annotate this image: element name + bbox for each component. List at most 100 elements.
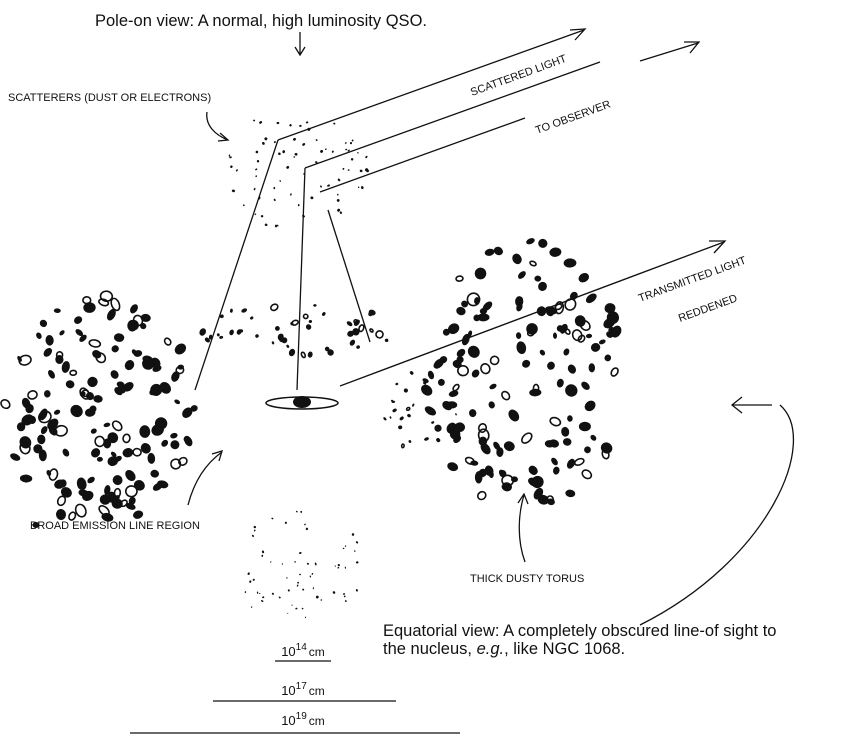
cloud-blob [235, 169, 238, 172]
scale-base: 10 [281, 713, 295, 728]
cloud-blob [498, 469, 508, 479]
cloud-blob [9, 452, 22, 462]
cloud-blob [455, 413, 457, 416]
cloud-blob [320, 599, 322, 601]
cloud-blob [580, 380, 592, 392]
cloud-blob [332, 591, 335, 595]
caption-text: , like NGC 1068. [504, 640, 625, 658]
cloud-blob [604, 354, 612, 362]
cloud-blob [385, 338, 389, 342]
cloud-blob [560, 426, 570, 437]
cloud-blob [275, 225, 277, 228]
cloud-blob [403, 388, 408, 393]
cloud-blob [20, 474, 33, 483]
cloud-blob [98, 298, 109, 307]
cloud-blob [465, 456, 476, 465]
cloud-blob [525, 237, 535, 246]
cloud-blob [261, 555, 263, 557]
scale-base: 10 [281, 644, 295, 659]
cloud-blob [407, 413, 412, 418]
cloud-blob [270, 561, 272, 563]
cloud-blob [272, 593, 275, 596]
cloud-blob [111, 473, 125, 487]
cloud-blob [35, 331, 43, 339]
cloud-blob [563, 382, 580, 399]
cloud-blob [356, 345, 361, 350]
cloud-blob [249, 316, 254, 320]
cloud-blob [310, 575, 312, 577]
cloud-blob [17, 422, 25, 431]
cloud-blob [278, 596, 281, 599]
title: Pole-on view: A normal, high luminosity … [95, 12, 427, 30]
cloud-blob [383, 417, 387, 421]
cloud-blob [302, 142, 306, 146]
cloud-blob [176, 366, 184, 374]
cloud-blob [55, 509, 66, 521]
cloud-blob [337, 194, 339, 196]
cloud-blob [89, 339, 101, 348]
cloud-blob [564, 328, 571, 335]
cloud-blob [61, 447, 70, 457]
cloud-blob [291, 604, 293, 605]
cloud-blob [398, 425, 403, 430]
cloud-blob [295, 608, 297, 610]
cloud-blob [350, 158, 354, 162]
cloud-blob [286, 165, 290, 169]
cloud-blob [293, 156, 295, 157]
cloud-blob [230, 308, 233, 313]
scale-exponent: 19 [296, 711, 308, 722]
cloud-blob [423, 404, 438, 417]
cloud-blob [219, 336, 223, 340]
cloud-blob [114, 333, 125, 342]
cloud-blob [139, 322, 148, 330]
cloud-blob [350, 142, 352, 144]
cloud-blob [565, 489, 576, 498]
cloud-blob [286, 577, 287, 578]
cloud-blob [311, 573, 313, 575]
cloud-blob [303, 314, 309, 319]
cloud-blob [306, 121, 309, 124]
cloud-blob [479, 363, 491, 375]
scale-unit: cm [309, 714, 325, 728]
caption-text: e.g. [477, 640, 505, 658]
cloud-blob [299, 552, 302, 555]
cloud-blob [262, 142, 265, 146]
cloud-blob [574, 314, 587, 328]
cloud-blob [357, 152, 359, 154]
cloud-blob [409, 370, 414, 375]
cloud-blob [452, 383, 460, 391]
cloud-blob [198, 327, 207, 337]
cloud-blob [54, 308, 61, 313]
cloud-blob [288, 589, 291, 592]
cloud-blob [456, 276, 463, 282]
cloud-blob [97, 457, 103, 462]
cloud-blob [290, 193, 292, 196]
cloud-blob [348, 169, 350, 171]
cloud-blob [65, 379, 76, 390]
cloud-blob [344, 595, 346, 597]
cloud-blob [502, 440, 516, 453]
cloud-blob [470, 368, 481, 379]
cloud-blob [361, 186, 364, 189]
cloud-blob [320, 185, 322, 188]
cloud-blob [264, 137, 268, 141]
cloud-blob [123, 468, 138, 483]
cloud-blob [343, 593, 345, 595]
cloud-blob [520, 358, 531, 369]
cloud-blob [320, 149, 324, 153]
cloud-blob [173, 341, 189, 357]
cloud-blob [588, 363, 595, 373]
scale-label: 1014cm [281, 642, 325, 659]
cloud-blob [282, 563, 283, 565]
cloud-blob [254, 529, 256, 531]
cloud-blob [345, 600, 347, 602]
cloud-blob [247, 572, 250, 575]
cloud-blob [53, 409, 61, 416]
cloud-blob [506, 408, 521, 424]
cloud-blob [44, 390, 51, 398]
cloud-blob [356, 589, 359, 592]
cloud-blob [255, 334, 260, 339]
cloud-blob [68, 402, 85, 419]
